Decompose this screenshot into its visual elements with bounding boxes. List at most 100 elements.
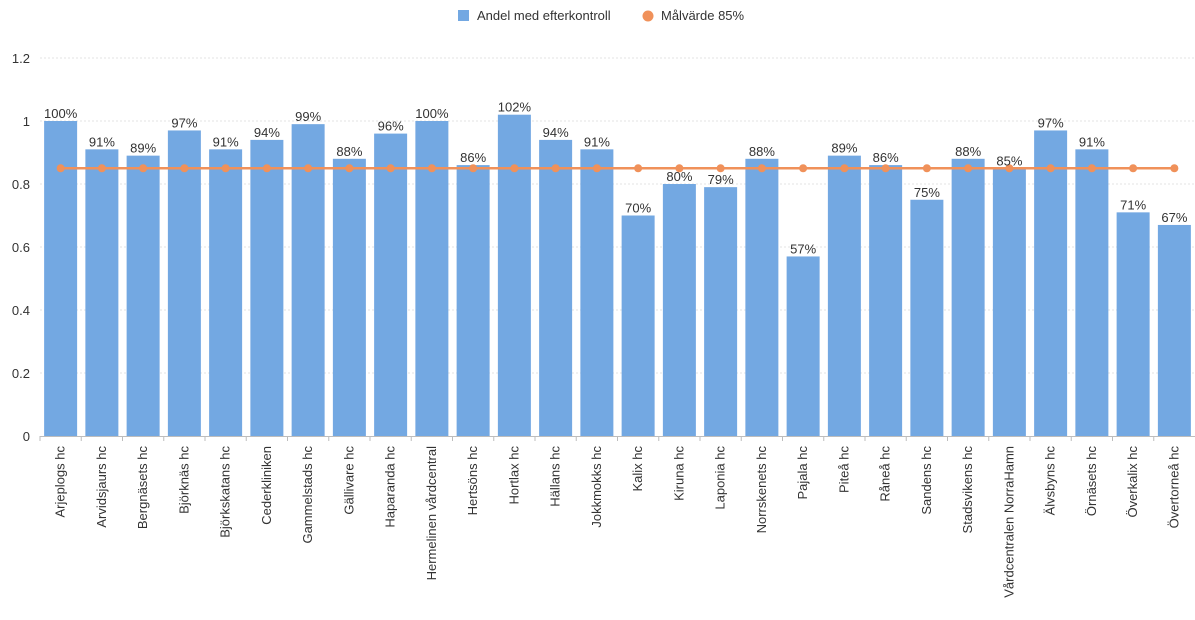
target-point [386,164,395,173]
bar-value-label: 97% [1038,115,1064,130]
legend: Andel med efterkontroll Målvärde 85% [458,8,745,23]
x-category-label: Björknäs hc [176,446,191,514]
target-point [716,164,725,173]
bar [126,155,160,436]
bar [209,149,243,436]
bar-value-label: 96% [378,119,404,134]
target-point [221,164,230,173]
x-category-label: Arvidsjaurs hc [94,446,109,528]
x-category-label: Överkalix hc [1125,446,1140,518]
y-tick-label: 0.6 [12,240,30,255]
y-tick-label: 0 [23,429,30,444]
target-point [1087,164,1096,173]
bar [374,133,408,436]
x-category-label: Hermelinen vårdcentral [424,446,439,581]
y-tick-label: 1 [23,114,30,129]
bar-value-label: 57% [790,241,816,256]
x-category-label: Norrskenets hc [754,446,769,534]
bar [992,168,1026,436]
bar [44,121,78,436]
bar-value-label: 80% [666,169,692,184]
x-axis: Arjeplogs hc Arvidsjaurs hc Bergnäsets hc B… [39,436,1195,598]
bar-value-label: 91% [584,134,610,149]
target-point [304,164,313,173]
x-category-label: Älvsbyns hc [1043,446,1058,516]
x-category-label: Örnäsets hc [1084,446,1099,517]
bar [415,121,449,436]
bar [291,124,325,437]
target-point [964,164,973,173]
x-category-label: Hällans hc [548,446,563,507]
bar-value-label: 70% [625,201,651,216]
target-point [427,164,436,173]
bar-value-label: 88% [336,144,362,159]
x-category-label: Bergnäsets hc [135,446,150,530]
bar-value-label: 94% [254,125,280,140]
bar [1116,212,1150,436]
bar-value-label: 75% [914,185,940,200]
x-category-label: Hortlax hc [506,446,521,505]
x-category-label: Gammelstads hc [300,446,315,544]
bar [1034,130,1068,436]
bar [827,155,861,436]
bar-value-label: 85% [996,153,1022,168]
x-category-label: Gällivare hc [341,446,356,515]
y-tick-label: 0.2 [12,366,30,381]
bar [167,130,201,436]
bar-value-label: 89% [831,141,857,156]
bar-value-label: 89% [130,141,156,156]
bar [1157,224,1191,436]
target-point [757,164,766,173]
bar-value-label: 86% [873,150,899,165]
x-category-label: Stadsvikens hc [960,446,975,534]
x-category-label: Laponia hc [713,446,728,510]
x-category-label: Råneå hc [878,446,893,502]
x-category-label: Kiruna hc [671,446,686,501]
bar-value-label: 99% [295,109,321,124]
bar [539,139,573,436]
bar [1075,149,1109,436]
bar [745,158,779,437]
legend-label-target: Målvärde 85% [661,8,745,23]
x-category-label: Vårdcentralen NorraHamn [1001,446,1016,598]
bar-value-label: 86% [460,150,486,165]
target-point [592,164,601,173]
data-labels: 100% 91% 89% 97% 91% 94% 99% 88% 96% 100% 86% 102% 9… [44,100,1188,257]
x-category-label: Piteå hc [836,446,851,493]
x-category-label: Jokkmokks hc [589,446,604,528]
legend-label-bars: Andel med efterkontroll [477,8,611,23]
bar [662,184,696,436]
target-point [469,164,478,173]
legend-swatch-target [642,10,654,22]
target-point [510,164,519,173]
x-category-label: Cederkliniken [259,446,274,525]
bar [621,215,655,436]
bar [332,158,366,437]
x-category-label: Björkskatans hc [218,446,233,538]
bar-value-label: 91% [213,134,239,149]
y-tick-label: 1.2 [12,51,30,66]
bar-value-label: 91% [1079,134,1105,149]
x-category-label: Arjeplogs hc [53,446,68,518]
bar-value-label: 100% [415,106,449,121]
bar [910,199,944,436]
y-axis: 0 0.2 0.4 0.6 0.8 1 1.2 [12,51,30,444]
bar [580,149,614,436]
bar [85,149,119,436]
target-point [97,164,106,173]
target-line [56,164,1179,173]
bar-value-label: 97% [171,115,197,130]
target-point [345,164,354,173]
x-category-label: Övertorneå hc [1166,446,1181,529]
bar [869,165,903,436]
target-point [1170,164,1179,173]
target-point [840,164,849,173]
bar-value-label: 91% [89,134,115,149]
bars [44,114,1191,437]
bar-value-label: 100% [44,106,78,121]
bar [951,158,985,437]
bar-value-label: 102% [498,100,532,115]
x-category-label: Hertsöns hc [465,446,480,516]
